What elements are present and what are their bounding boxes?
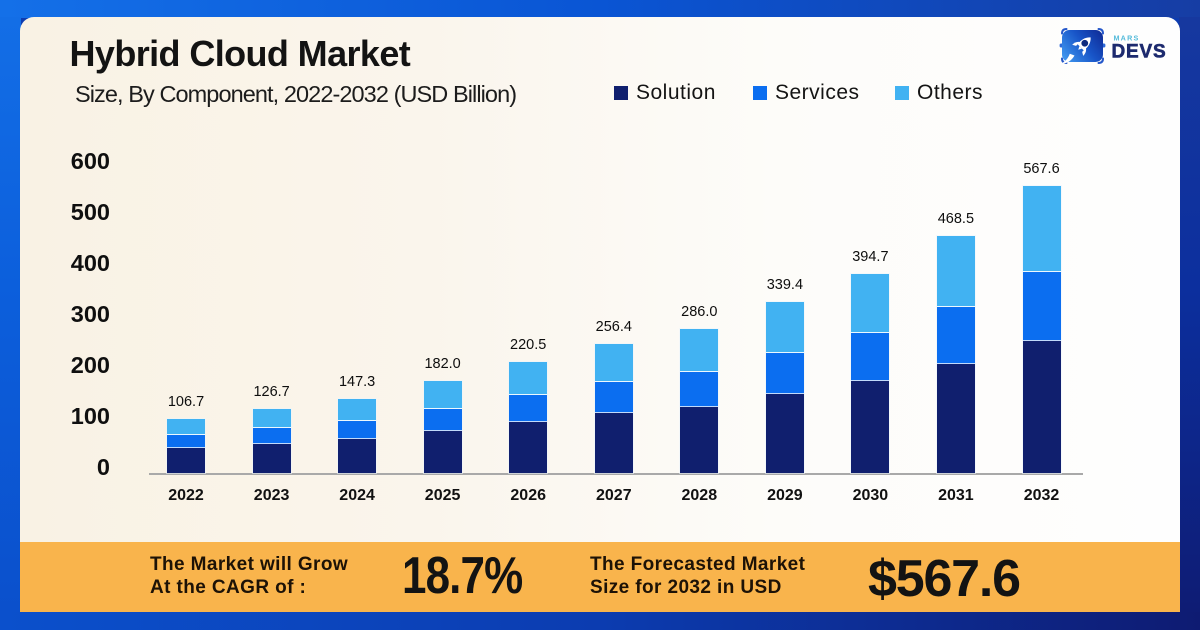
- svg-text:DEVS: DEVS: [1112, 42, 1167, 63]
- svg-text:MARS: MARS: [1114, 33, 1140, 42]
